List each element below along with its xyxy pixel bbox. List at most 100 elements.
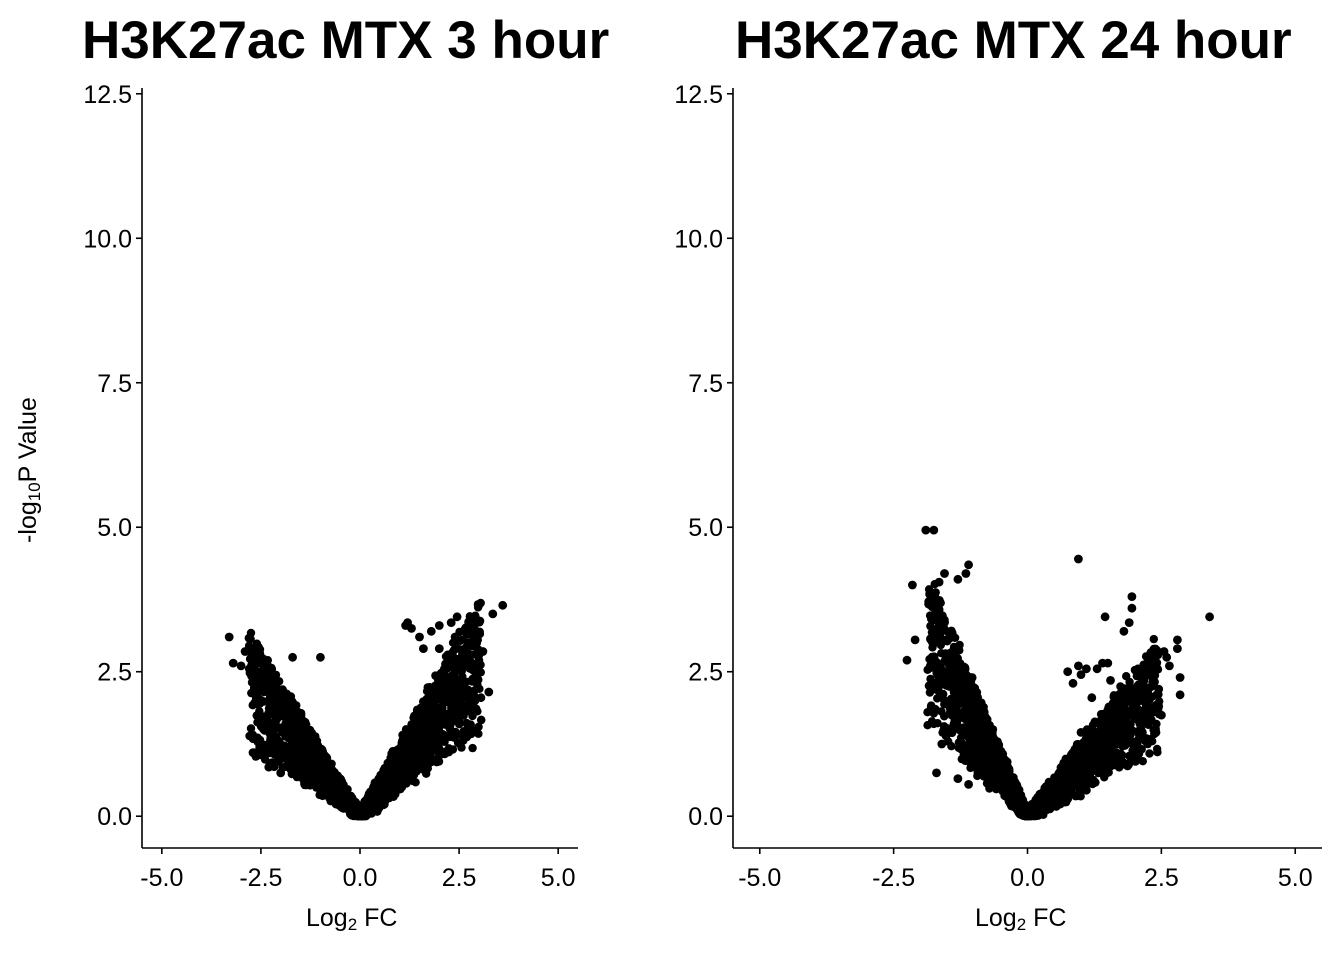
data-point: [245, 654, 255, 664]
data-point: [299, 716, 308, 726]
data-point: [966, 758, 975, 768]
data-point: [424, 711, 434, 721]
data-point: [390, 759, 399, 768]
x-tick-label: 5.0: [1278, 864, 1313, 892]
data-point: [428, 690, 437, 699]
data-point: [414, 736, 423, 746]
data-point: [224, 632, 234, 642]
data-point: [488, 609, 498, 619]
y-tick-label: 7.5: [688, 370, 723, 398]
y-tick-label: 12.5: [83, 81, 132, 109]
data-point: [475, 618, 484, 627]
data-point: [465, 626, 474, 635]
data-point: [462, 725, 471, 734]
data-point: [265, 687, 274, 696]
data-point: [396, 768, 406, 777]
data-point: [434, 621, 444, 630]
data-point: [936, 666, 945, 676]
y-tick-label: 10.0: [674, 225, 723, 253]
data-point: [954, 743, 963, 753]
data-point: [1153, 748, 1162, 757]
data-point: [458, 678, 468, 688]
data-point: [411, 778, 420, 787]
data-point: [388, 751, 397, 760]
data-point: [431, 712, 440, 721]
x-tick-label: 0.0: [343, 864, 378, 892]
data-point: [379, 800, 388, 810]
data-point: [415, 755, 424, 765]
data-point: [447, 649, 456, 659]
x-tick-label: 2.5: [1144, 864, 1179, 892]
data-point: [271, 732, 281, 741]
data-point: [957, 754, 966, 764]
data-point: [254, 651, 263, 660]
data-point: [956, 733, 966, 742]
data-point: [1145, 749, 1154, 758]
data-point: [324, 764, 333, 774]
data-point: [484, 687, 494, 697]
data-point: [431, 704, 440, 713]
data-point: [421, 721, 431, 730]
data-point: [302, 741, 311, 751]
data-point: [272, 743, 281, 753]
data-point: [407, 741, 416, 750]
data-point: [288, 707, 298, 716]
data-point: [313, 741, 322, 750]
data-point: [475, 629, 485, 639]
y-tick-label: 0.0: [97, 803, 132, 831]
y-tick-label: 0.0: [688, 803, 723, 831]
data-point: [459, 736, 468, 745]
data-point: [451, 727, 460, 737]
data-point: [463, 691, 472, 700]
y-tick-label: 7.5: [97, 370, 132, 398]
data-point: [498, 600, 508, 610]
data-point: [355, 810, 365, 819]
data-point: [466, 661, 476, 671]
data-point: [260, 659, 269, 668]
data-point: [264, 728, 274, 737]
data-point: [402, 730, 411, 739]
data-point: [334, 783, 343, 793]
data-point: [236, 661, 246, 671]
data-point: [412, 721, 422, 731]
data-point: [928, 643, 937, 652]
data-point: [470, 696, 480, 705]
data-point: [252, 699, 262, 709]
data-point: [477, 715, 486, 725]
data-point: [1133, 753, 1142, 762]
data-point: [287, 769, 296, 779]
y-tick-label: 10.0: [83, 225, 132, 253]
data-point: [432, 720, 441, 729]
data-point: [288, 752, 297, 761]
data-point: [414, 764, 424, 773]
data-point: [421, 696, 430, 706]
data-point: [246, 724, 256, 733]
data-point: [305, 725, 315, 735]
data-point: [295, 767, 304, 777]
data-point: [474, 655, 484, 665]
data-point: [459, 711, 468, 720]
data-point: [434, 757, 444, 766]
y-tick-label: 2.5: [688, 659, 723, 687]
data-point: [465, 620, 474, 630]
data-point: [415, 632, 424, 642]
data-point: [317, 790, 326, 800]
y-tick-label: 12.5: [674, 81, 723, 109]
data-point: [275, 677, 284, 686]
data-point: [1122, 672, 1131, 681]
data-point: [257, 719, 266, 729]
data-point: [328, 790, 338, 799]
data-point: [453, 701, 462, 710]
data-point: [252, 641, 262, 651]
data-point: [276, 768, 286, 778]
data-point: [441, 747, 450, 756]
data-point: [376, 772, 385, 782]
y-tick-label: 5.0: [688, 514, 723, 542]
x-tick-label: 2.5: [442, 864, 477, 892]
data-point: [255, 749, 265, 758]
x-tick-label: -2.5: [872, 864, 915, 892]
data-point: [951, 699, 960, 708]
data-point: [1124, 760, 1134, 769]
data-point: [465, 612, 474, 621]
data-point: [473, 603, 483, 612]
